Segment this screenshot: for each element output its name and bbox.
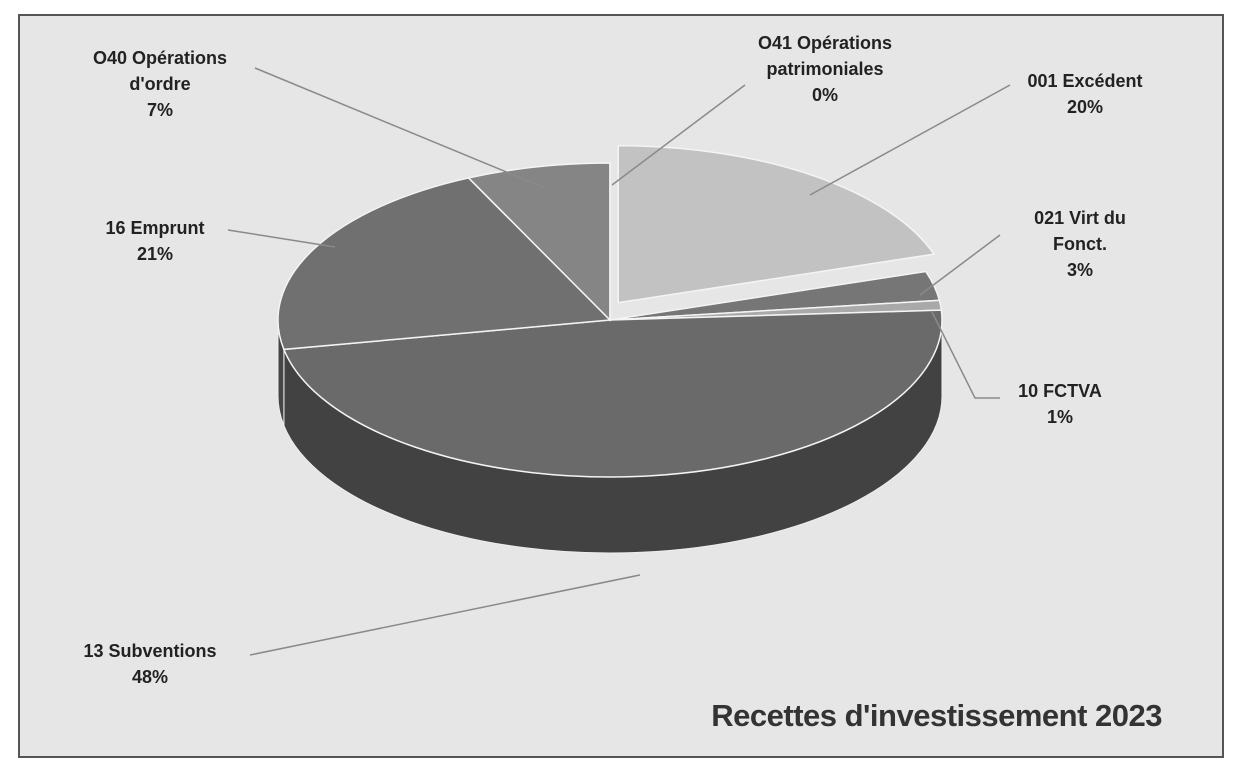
leader-line bbox=[931, 311, 1000, 399]
value-label: 48% bbox=[131, 667, 169, 687]
value-label: 20% bbox=[1066, 97, 1104, 117]
leader-line bbox=[809, 84, 1011, 196]
leader-line bbox=[919, 234, 1001, 296]
category-label: 021 Virt du Fonct. bbox=[1034, 208, 1126, 254]
leader-line bbox=[254, 67, 546, 189]
category-label: 10 FCTVA bbox=[1018, 381, 1102, 401]
value-label: 21% bbox=[136, 244, 174, 264]
data-label: O40 Opérations d'ordre 7% bbox=[60, 45, 260, 123]
value-label: 3% bbox=[1066, 260, 1093, 280]
data-label: O41 Opérations patrimoniales 0% bbox=[720, 30, 930, 108]
slice bbox=[277, 177, 612, 351]
value-label: 0% bbox=[811, 85, 838, 105]
value-label: 1% bbox=[1046, 407, 1073, 427]
category-label: 001 Excédent bbox=[1027, 71, 1143, 91]
slice bbox=[617, 144, 936, 304]
category-label: 16 Emprunt bbox=[105, 218, 205, 238]
category-label: O41 Opérations patrimoniales bbox=[757, 33, 893, 79]
data-label: 13 Subventions 48% bbox=[40, 638, 260, 690]
data-label: 10 FCTVA 1% bbox=[990, 378, 1130, 430]
category-label: O40 Opérations d'ordre bbox=[92, 48, 228, 94]
value-label: 7% bbox=[146, 100, 173, 120]
slice bbox=[467, 162, 611, 322]
data-label: 16 Emprunt 21% bbox=[70, 215, 240, 267]
category-label: 13 Subventions bbox=[83, 641, 217, 661]
leader-line bbox=[249, 574, 641, 656]
leader-line bbox=[227, 229, 336, 248]
data-label: 021 Virt du Fonct. 3% bbox=[1020, 205, 1140, 283]
slice bbox=[282, 309, 943, 478]
data-label: 001 Excédent 20% bbox=[1000, 68, 1170, 120]
chart-title: Recettes d'investissement 2023 bbox=[711, 698, 1162, 733]
leader-line bbox=[611, 84, 746, 186]
